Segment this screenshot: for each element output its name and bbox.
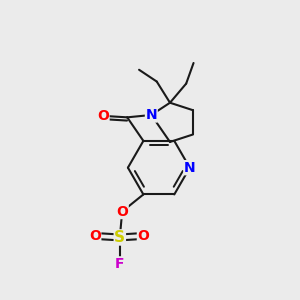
- Text: N: N: [146, 108, 157, 122]
- Text: S: S: [114, 230, 125, 245]
- Text: O: O: [97, 109, 109, 123]
- Text: O: O: [116, 205, 128, 218]
- Text: F: F: [115, 257, 124, 271]
- Text: N: N: [184, 161, 196, 175]
- Text: O: O: [89, 229, 101, 243]
- Text: O: O: [137, 229, 149, 243]
